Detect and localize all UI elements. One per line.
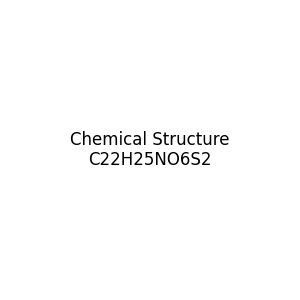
Text: Chemical Structure
C22H25NO6S2: Chemical Structure C22H25NO6S2: [70, 130, 230, 170]
